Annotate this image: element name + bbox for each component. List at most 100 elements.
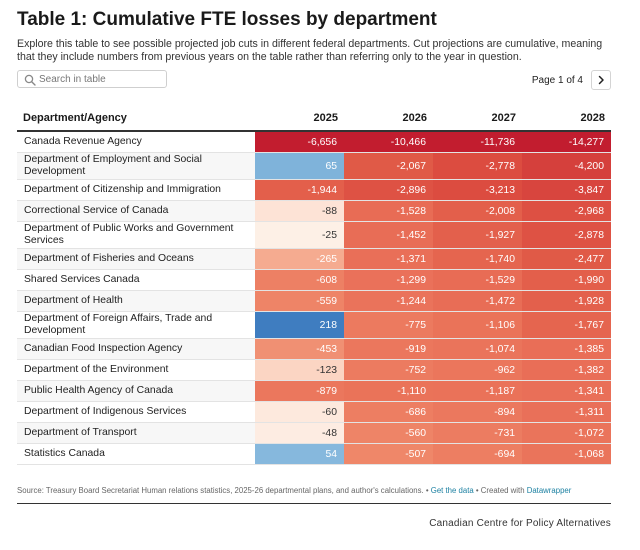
value-cell-2028: -1,072 [522,422,611,444]
column-header-2025[interactable]: 2025 [255,105,344,132]
value-cell-2028: -1,767 [522,311,611,339]
department-cell: Public Health Agency of Canada [17,380,255,402]
column-header-2027[interactable]: 2027 [433,105,522,132]
department-cell: Department of Employment and Social Deve… [17,152,255,180]
value-cell-2027: -894 [433,401,522,423]
table-row: Department of Fisheries and Oceans -265 -1… [17,248,611,270]
table-row: Department of Foreign Affairs, Trade and… [17,311,611,339]
value-cell-2026: -1,110 [344,380,433,402]
value-cell-2027: -694 [433,443,522,465]
chevron-right-icon [598,75,604,85]
pagination: Page 1 of 4 [532,70,611,90]
department-cell: Department of Health [17,290,255,312]
header-row: Department/Agency 2025 2026 2027 2028 [17,105,611,132]
value-cell-2025: -1,944 [255,179,344,201]
value-cell-2027: -2,008 [433,200,522,222]
value-cell-2028: -1,311 [522,401,611,423]
table-row: Correctional Service of Canada -88 -1,528-… [17,200,611,222]
value-cell-2027: -962 [433,359,522,381]
source-text: Source: Treasury Board Secretariat Human… [17,486,431,495]
table-row: Department of Public Works and Governmen… [17,221,611,249]
department-cell: Department of Fisheries and Oceans [17,248,255,270]
value-cell-2028: -3,847 [522,179,611,201]
value-cell-2026: -1,528 [344,200,433,222]
search-icon [24,74,36,86]
search-input[interactable] [39,72,159,86]
department-cell: Department of Public Works and Governmen… [17,221,255,249]
value-cell-2026: -1,244 [344,290,433,312]
publisher-credit: Canadian Centre for Policy Alternatives [429,518,611,529]
value-cell-2025: -6,656 [255,131,344,153]
value-cell-2025: -48 [255,422,344,444]
search-box[interactable] [17,70,167,88]
fte-table: Department/Agency 2025 2026 2027 2028 Ca… [17,105,611,465]
value-cell-2027: -1,927 [433,221,522,249]
department-cell: Department of the Environment [17,359,255,381]
value-cell-2028: -1,341 [522,380,611,402]
value-cell-2026: -775 [344,311,433,339]
value-cell-2026: -10,466 [344,131,433,153]
column-header-2028[interactable]: 2028 [522,105,611,132]
created-with-text: • Created with [473,486,527,495]
table-row: Department of Citizenship and Immigratio… [17,179,611,201]
value-cell-2027: -1,106 [433,311,522,339]
table-body: Canada Revenue Agency -6,656 -10,466 -11,73… [17,131,611,465]
value-cell-2026: -2,896 [344,179,433,201]
value-cell-2025: 218 [255,311,344,339]
department-cell: Correctional Service of Canada [17,200,255,222]
value-cell-2025: -559 [255,290,344,312]
value-cell-2026: -1,371 [344,248,433,270]
table-row: Department of Employment and Social Deve… [17,152,611,180]
table-row: Canada Revenue Agency -6,656 -10,466 -11,73… [17,131,611,153]
value-cell-2028: -2,878 [522,221,611,249]
value-cell-2026: -1,299 [344,269,433,291]
value-cell-2025: -60 [255,401,344,423]
value-cell-2027: -731 [433,422,522,444]
footer-divider [17,503,611,504]
source-note: Source: Treasury Board Secretariat Human… [17,486,571,495]
table-row: Shared Services Canada -608 -1,299 -1,529 -1… [17,269,611,291]
value-cell-2026: -2,067 [344,152,433,180]
value-cell-2028: -1,382 [522,359,611,381]
table-row: Statistics Canada 54 -507 -694 -1,068 [17,443,611,465]
datawrapper-link[interactable]: Datawrapper [526,486,572,495]
value-cell-2028: -14,277 [522,131,611,153]
value-cell-2025: -123 [255,359,344,381]
value-cell-2026: -686 [344,401,433,423]
value-cell-2026: -507 [344,443,433,465]
value-cell-2026: -752 [344,359,433,381]
value-cell-2025: 54 [255,443,344,465]
value-cell-2025: 65 [255,152,344,180]
value-cell-2027: -1,472 [433,290,522,312]
chart-description: Explore this table to see possible proje… [17,38,603,63]
column-header-2026[interactable]: 2026 [344,105,433,132]
value-cell-2025: -88 [255,200,344,222]
value-cell-2026: -919 [344,338,433,360]
department-cell: Department of Indigenous Services [17,401,255,423]
table-row: Department of Transport -48 -560 -731 -1,072 [17,422,611,444]
department-cell: Shared Services Canada [17,269,255,291]
table-row: Department of Health -559 -1,244 -1,472 -1,9… [17,290,611,312]
department-cell: Department of Transport [17,422,255,444]
department-cell: Canada Revenue Agency [17,131,255,153]
value-cell-2027: -1,074 [433,338,522,360]
value-cell-2028: -1,068 [522,443,611,465]
value-cell-2028: -2,477 [522,248,611,270]
table-row: Public Health Agency of Canada -879 -1,110… [17,380,611,402]
value-cell-2027: -11,736 [433,131,522,153]
value-cell-2028: -2,968 [522,200,611,222]
value-cell-2025: -453 [255,338,344,360]
value-cell-2028: -1,385 [522,338,611,360]
chart-title: Table 1: Cumulative FTE losses by depart… [17,9,437,30]
value-cell-2027: -2,778 [433,152,522,180]
value-cell-2025: -879 [255,380,344,402]
value-cell-2027: -1,740 [433,248,522,270]
get-data-link[interactable]: Get the data [430,486,474,495]
value-cell-2025: -25 [255,221,344,249]
next-page-button[interactable] [591,70,611,90]
column-header-department[interactable]: Department/Agency [17,105,255,132]
value-cell-2028: -4,200 [522,152,611,180]
value-cell-2026: -560 [344,422,433,444]
value-cell-2027: -3,213 [433,179,522,201]
department-cell: Statistics Canada [17,443,255,465]
